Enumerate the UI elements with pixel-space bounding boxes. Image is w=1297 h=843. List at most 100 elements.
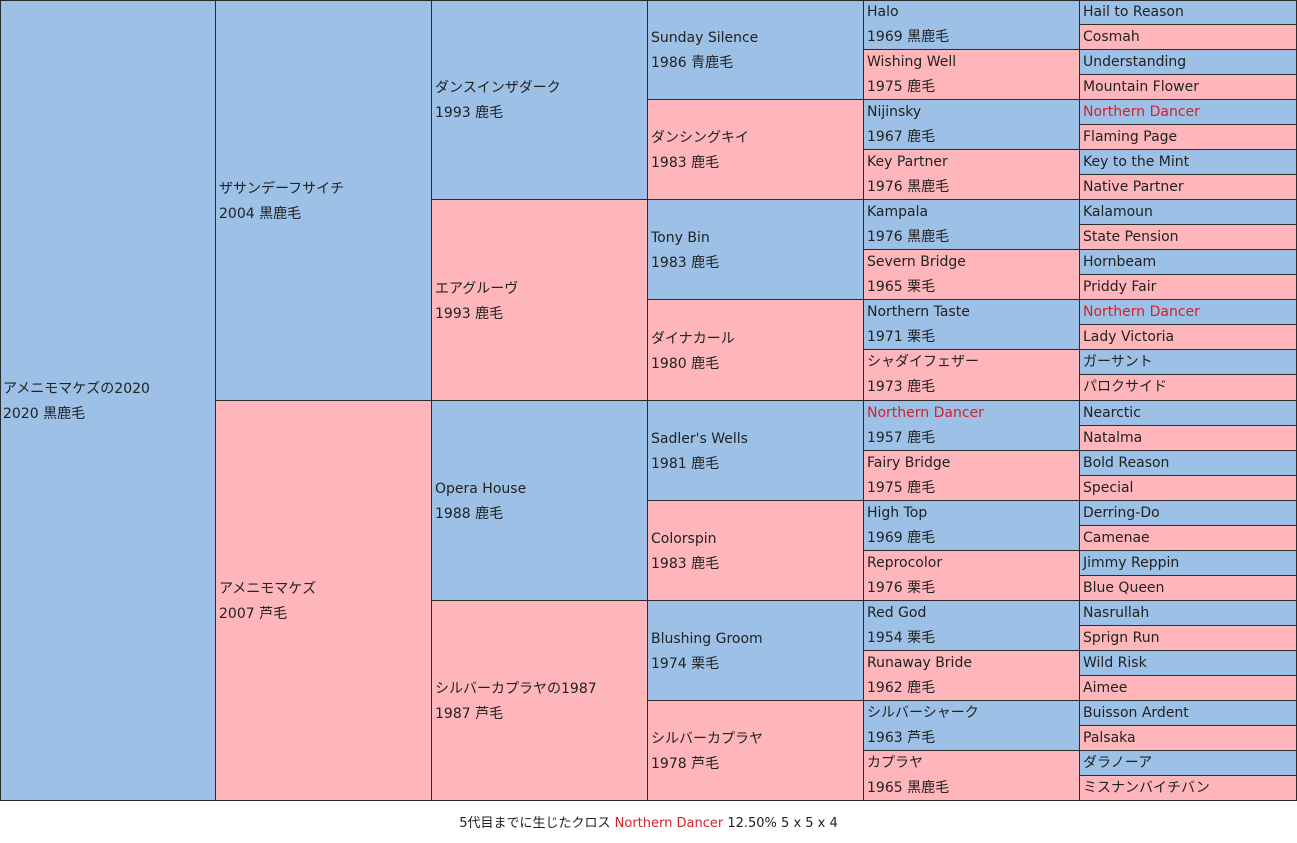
horse-name-link[interactable]: Northern Dancer xyxy=(1083,304,1200,320)
horse-name-link[interactable]: シャダイフェザー xyxy=(867,354,979,370)
horse-name-link[interactable]: Nearctic xyxy=(1083,405,1141,421)
horse-name-link[interactable]: Opera House xyxy=(435,481,527,497)
horse-name-link[interactable]: Severn Bridge xyxy=(867,254,966,270)
pedigree-cell-gen6: Derring-Do xyxy=(1080,501,1297,526)
horse-name-link[interactable]: Hornbeam xyxy=(1083,254,1157,270)
pedigree-cell-gen6: Camenae xyxy=(1080,526,1297,551)
horse-name-link[interactable]: Mountain Flower xyxy=(1083,79,1199,95)
horse-name-link[interactable]: ミスナンバイチバン xyxy=(1083,780,1210,796)
pedigree-cell-gen6: Nearctic xyxy=(1080,401,1297,426)
horse-name-link[interactable]: Priddy Fair xyxy=(1083,279,1157,295)
horse-name-link[interactable]: State Pension xyxy=(1083,229,1179,245)
horse-name-link[interactable]: Key to the Mint xyxy=(1083,154,1190,170)
pedigree-cell-gen5: Wishing Well 1975 鹿毛 xyxy=(864,50,1080,100)
horse-name-link[interactable]: Northern Dancer xyxy=(867,405,984,421)
pedigree-cell-gen6: Flaming Page xyxy=(1080,125,1297,150)
horse-name-link[interactable]: エアグルーヴ xyxy=(435,281,519,297)
horse-name-link[interactable]: アメニモマケズの2020 xyxy=(3,381,150,397)
pedigree-cell-gen6: Native Partner xyxy=(1080,175,1297,200)
horse-name-link[interactable]: Blue Queen xyxy=(1083,580,1165,596)
horse-birth-year-coat: 1976 黒鹿毛 xyxy=(867,179,950,195)
pedigree-cell-gen6: Cosmah xyxy=(1080,25,1297,50)
horse-name-link[interactable]: Kalamoun xyxy=(1083,204,1153,220)
horse-name-link[interactable]: Nijinsky xyxy=(867,104,922,120)
horse-birth-year-coat: 1974 栗毛 xyxy=(651,656,720,672)
horse-name-link[interactable]: Sprign Run xyxy=(1083,630,1160,646)
horse-name-link[interactable]: Sunday Silence xyxy=(651,30,759,46)
horse-name-link[interactable]: Nasrullah xyxy=(1083,605,1150,621)
horse-birth-year-coat: 1962 鹿毛 xyxy=(867,680,936,696)
pedigree-cell-gen5: Kampala 1976 黒鹿毛 xyxy=(864,200,1080,250)
horse-birth-year-coat: 1993 鹿毛 xyxy=(435,105,504,121)
horse-birth-year-coat: 1969 黒鹿毛 xyxy=(867,29,950,45)
pedigree-cell-gen4: Blushing Groom 1974 栗毛 xyxy=(648,601,864,701)
horse-birth-year-coat: 1975 鹿毛 xyxy=(867,480,936,496)
horse-name-link[interactable]: Fairy Bridge xyxy=(867,455,951,471)
horse-name-link[interactable]: Derring-Do xyxy=(1083,505,1160,521)
horse-name-link[interactable]: Aimee xyxy=(1083,680,1128,696)
horse-name-link[interactable]: Hail to Reason xyxy=(1083,4,1184,20)
horse-name-link[interactable]: シルバーカプラヤの1987 xyxy=(435,681,597,697)
pedigree-cell-gen6: Lady Victoria xyxy=(1080,325,1297,350)
horse-name-link[interactable]: Kampala xyxy=(867,204,929,220)
horse-birth-year-coat: 1967 鹿毛 xyxy=(867,129,936,145)
pedigree-cell-gen3: Opera House 1988 鹿毛 xyxy=(432,401,648,601)
horse-birth-year-coat: 1969 鹿毛 xyxy=(867,530,936,546)
horse-name-link[interactable]: Sadler's Wells xyxy=(651,431,748,447)
horse-name-link[interactable]: Camenae xyxy=(1083,530,1150,546)
horse-name-link[interactable]: ダラノーア xyxy=(1083,755,1153,771)
horse-name-link[interactable]: Reprocolor xyxy=(867,555,943,571)
horse-name-link[interactable]: Northern Taste xyxy=(867,304,970,320)
pedigree-cell-gen6: Bold Reason xyxy=(1080,451,1297,476)
horse-name-link[interactable]: シルバーシャーク xyxy=(867,705,979,721)
horse-name-link[interactable]: Red God xyxy=(867,605,927,621)
horse-name-link[interactable]: Wild Risk xyxy=(1083,655,1147,671)
horse-name-link[interactable]: ダンスインザダーク xyxy=(435,80,561,96)
pedigree-cell-gen4: Sadler's Wells 1981 鹿毛 xyxy=(648,401,864,501)
pedigree-cell-gen3: ダンスインザダーク 1993 鹿毛 xyxy=(432,0,648,200)
horse-name-link[interactable]: シルバーカプラヤ xyxy=(651,731,763,747)
horse-name-link[interactable]: Blushing Groom xyxy=(651,631,763,647)
horse-name-link[interactable]: Buisson Ardent xyxy=(1083,705,1189,721)
horse-name-link[interactable]: High Top xyxy=(867,505,928,521)
horse-name-link[interactable]: Cosmah xyxy=(1083,29,1140,45)
pedigree-cell-gen6: Kalamoun xyxy=(1080,200,1297,225)
horse-name-link[interactable]: Lady Victoria xyxy=(1083,329,1175,345)
horse-name-link[interactable]: Wishing Well xyxy=(867,54,957,70)
horse-name-link[interactable]: Palsaka xyxy=(1083,730,1136,746)
pedigree-cell-gen5: High Top 1969 鹿毛 xyxy=(864,501,1080,551)
horse-name-link[interactable]: Runaway Bride xyxy=(867,655,972,671)
horse-name-link[interactable]: パロクサイド xyxy=(1083,379,1167,395)
horse-name-link[interactable]: Tony Bin xyxy=(651,230,710,246)
horse-birth-year-coat: 1987 芦毛 xyxy=(435,706,504,722)
pedigree-cell-gen6: Priddy Fair xyxy=(1080,275,1297,300)
horse-name-link[interactable]: Jimmy Reppin xyxy=(1083,555,1180,571)
horse-name-link[interactable]: Native Partner xyxy=(1083,179,1184,195)
pedigree-cell-gen6: Buisson Ardent xyxy=(1080,701,1297,726)
horse-name-link[interactable]: Bold Reason xyxy=(1083,455,1170,471)
cross-summary-horse[interactable]: Northern Dancer xyxy=(614,816,724,831)
pedigree-cell-gen6: State Pension xyxy=(1080,225,1297,250)
horse-name-link[interactable]: Understanding xyxy=(1083,54,1187,70)
horse-name-link[interactable]: Special xyxy=(1083,480,1134,496)
pedigree-cell-gen3: エアグルーヴ 1993 鹿毛 xyxy=(432,200,648,401)
pedigree-cell-gen6: Key to the Mint xyxy=(1080,150,1297,175)
horse-name-link[interactable]: アメニモマケズ xyxy=(219,581,317,597)
horse-name-link[interactable]: ダイナカール xyxy=(651,331,735,347)
horse-name-link[interactable]: Key Partner xyxy=(867,154,948,170)
horse-birth-year-coat: 1983 鹿毛 xyxy=(651,155,720,171)
pedigree-cell-gen6: Northern Dancer xyxy=(1080,300,1297,325)
horse-name-link[interactable]: Northern Dancer xyxy=(1083,104,1200,120)
horse-name-link[interactable]: Halo xyxy=(867,4,899,20)
pedigree-chart: アメニモマケズの2020 2020 黒鹿毛 ザサンデーフサイチ 2004 黒鹿毛 アメニ… xyxy=(0,0,1297,801)
cross-summary-stats: 12.50% 5 x 5 x 4 xyxy=(727,816,838,831)
horse-name-link[interactable]: Natalma xyxy=(1083,430,1143,446)
horse-name-link[interactable]: Colorspin xyxy=(651,531,717,547)
horse-name-link[interactable]: ダンシングキイ xyxy=(651,130,749,146)
horse-name-link[interactable]: ガーサント xyxy=(1083,354,1153,370)
horse-name-link[interactable]: カプラヤ xyxy=(867,755,923,771)
pedigree-cell-gen6: Wild Risk xyxy=(1080,651,1297,676)
horse-birth-year-coat: 1981 鹿毛 xyxy=(651,456,720,472)
horse-name-link[interactable]: ザサンデーフサイチ xyxy=(219,181,345,197)
horse-name-link[interactable]: Flaming Page xyxy=(1083,129,1178,145)
